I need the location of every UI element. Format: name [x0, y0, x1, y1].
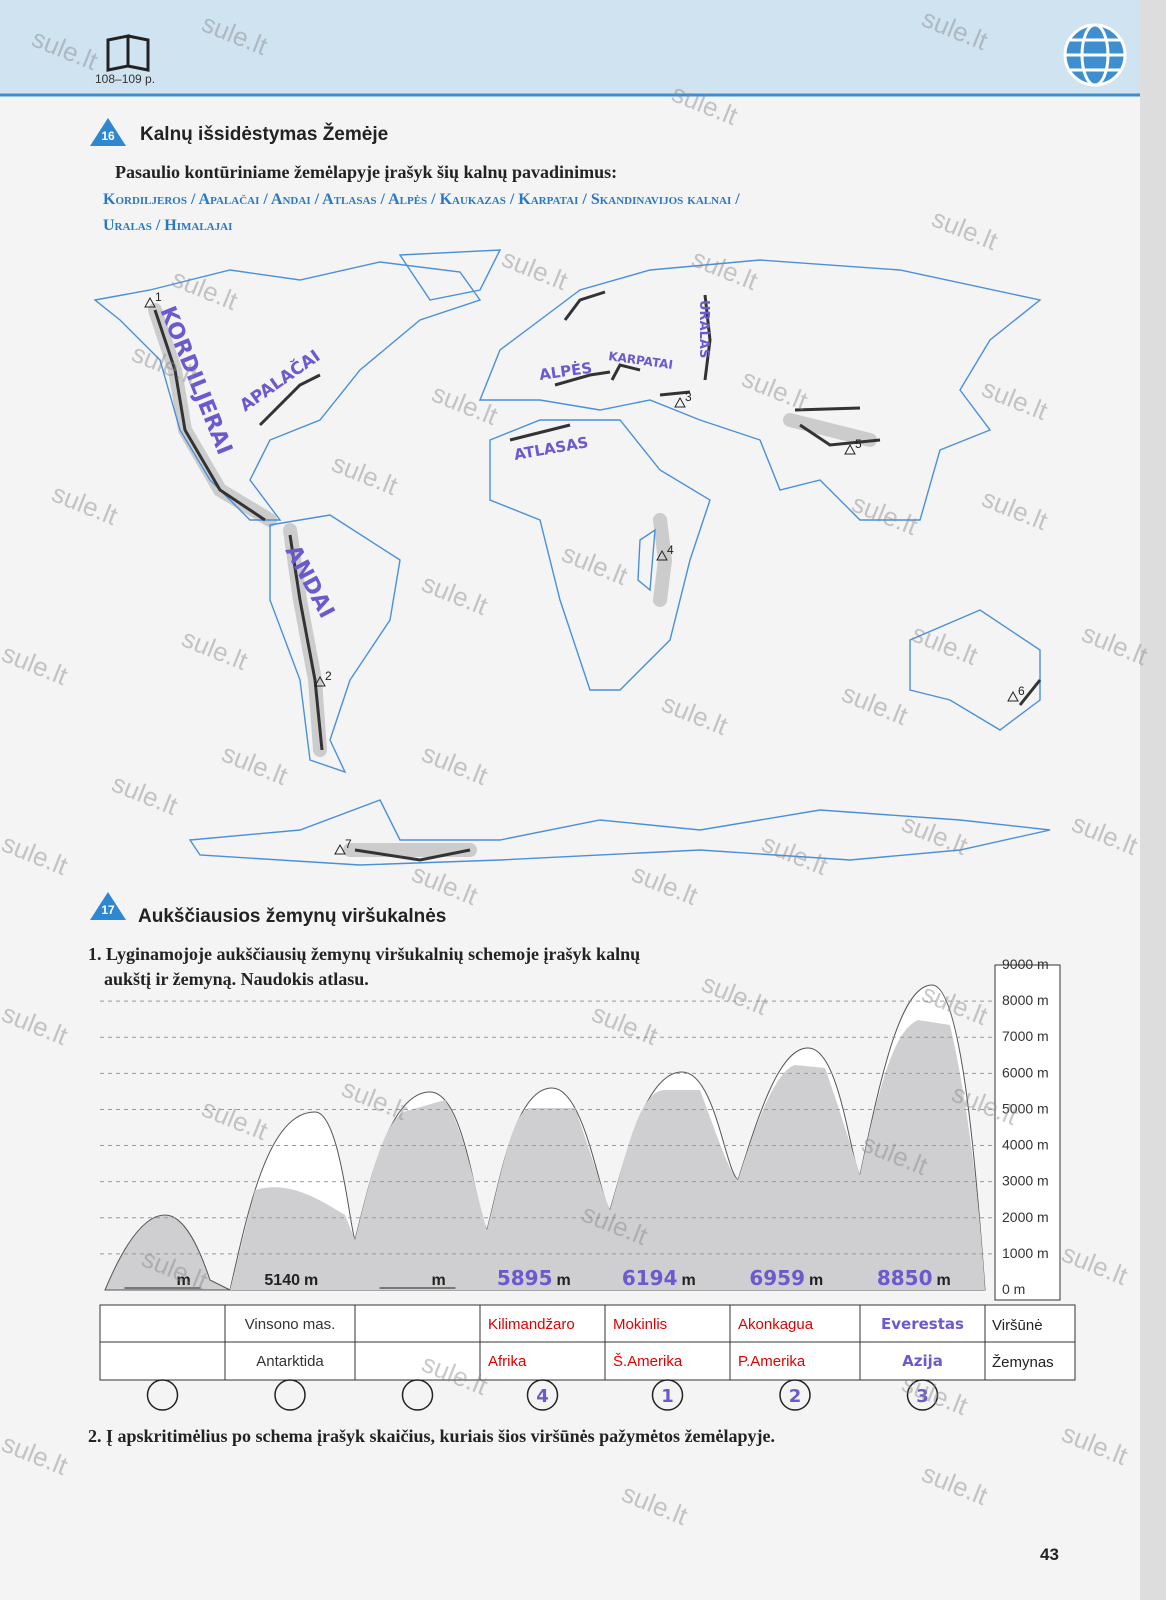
peak-marker: [314, 675, 326, 687]
peak-marker: [674, 396, 686, 408]
scale-label: 4000 m: [1002, 1137, 1049, 1153]
table-cell: Vinsono mas.: [245, 1316, 336, 1333]
scale-label: 5000 m: [1002, 1100, 1049, 1116]
answer-number: 4: [536, 1386, 549, 1407]
table-cell: Antarktida: [256, 1353, 324, 1370]
world-map: [93, 249, 1051, 866]
peak-marker: [334, 843, 346, 855]
row-header: Žemynas: [992, 1354, 1054, 1371]
scale-label: 1000 m: [1002, 1245, 1049, 1261]
answer-circle: [401, 1379, 434, 1411]
page-number: 43: [1040, 1545, 1059, 1564]
height-value: 8850: [877, 1266, 933, 1290]
table-cell: Everestas: [881, 1315, 964, 1333]
height-unit: m: [557, 1272, 571, 1289]
height-unit: m: [177, 1272, 191, 1289]
height-unit: m: [682, 1272, 696, 1289]
task-title: Kalnų išsidėstymas Žemėje: [140, 123, 388, 145]
answer-circle: [146, 1379, 179, 1411]
scale-label: 2000 m: [1002, 1209, 1049, 1225]
scale-label: 9000 m: [1002, 956, 1049, 972]
question: 1. Lyginamojoje aukščiausių žemynų viršu…: [88, 944, 640, 964]
diagram-texts: 9000 m 8000 m 7000 m 6000 m 5000 m 4000 m 3000…: [99, 956, 1076, 1411]
peak-marker: [1007, 690, 1019, 702]
height-unit: m: [809, 1272, 823, 1289]
scale-label: 8000 m: [1002, 992, 1049, 1008]
question: 2. Į apskritimėlius po schema įrašyk ska…: [88, 1426, 775, 1446]
table-cell: Kilimandžaro: [488, 1316, 575, 1333]
instruction: Pasaulio kontūriniame žemėlapyje įrašyk …: [115, 162, 617, 182]
height-value: 5140: [264, 1272, 300, 1289]
scale-column: [994, 964, 1061, 1301]
peak-number: 4: [667, 543, 674, 557]
question: aukštį ir žemyną. Naudokis atlasu.: [104, 969, 369, 989]
table-cell: Azija: [902, 1352, 943, 1370]
page-ref: 108–109 p.: [95, 72, 155, 86]
answer-number: 1: [661, 1386, 674, 1407]
peak-marker: [656, 549, 668, 561]
globe-icon: [1063, 23, 1127, 87]
page-edge: [1140, 0, 1166, 1600]
answer-number: 2: [789, 1386, 802, 1407]
answer-circle: [526, 1379, 559, 1411]
answer-circle: [274, 1379, 306, 1411]
task-number: 17: [101, 903, 115, 917]
task-number: 16: [101, 129, 115, 143]
height-unit: m: [432, 1272, 446, 1289]
peak-marker: [144, 296, 156, 308]
peak-number: 2: [325, 669, 332, 683]
scale-label: 3000 m: [1002, 1173, 1049, 1189]
header-band: [0, 0, 1166, 95]
task-badge: [90, 118, 126, 146]
answer-circle: [651, 1379, 684, 1411]
answer-circle: [779, 1379, 811, 1411]
peak-number: 3: [685, 390, 692, 404]
height-unit: m: [937, 1272, 951, 1289]
scale-label: 6000 m: [1002, 1064, 1049, 1080]
peak-number: 1: [155, 290, 162, 304]
peak-number: 6: [1018, 684, 1025, 698]
book-icon: [106, 34, 150, 72]
peak-marker: [844, 443, 856, 455]
height-unit: m: [304, 1272, 318, 1289]
table-cell: P.Amerika: [738, 1353, 806, 1370]
task-title: Aukščiausios žemynų viršukalnės: [138, 906, 446, 927]
table-cell: Akonkagua: [738, 1316, 814, 1333]
mountain-list: Kordiljeros / Apalačai / Andai / Atlasas…: [103, 191, 740, 208]
row-header: Viršūnė: [992, 1317, 1043, 1334]
task-badge: [90, 892, 126, 920]
peak-number: 7: [345, 837, 352, 851]
mountain-diagram: [104, 964, 1061, 1301]
height-value: 6959: [749, 1266, 805, 1290]
table-cell: Mokinlis: [613, 1316, 667, 1333]
peak-number: 5: [855, 437, 862, 451]
mountain-list: Uralas / Himalajai: [103, 217, 232, 234]
height-value: 5895: [497, 1266, 553, 1290]
height-value: 6194: [622, 1266, 678, 1290]
table-cell: Afrika: [488, 1353, 527, 1370]
map-label: URALAS: [696, 300, 711, 358]
scale-label: 7000 m: [1002, 1028, 1049, 1044]
answer-circle: [906, 1379, 939, 1411]
answer-number: 3: [916, 1386, 929, 1407]
table-cell: Š.Amerika: [613, 1353, 683, 1370]
scale-label: 0 m: [1002, 1281, 1025, 1297]
